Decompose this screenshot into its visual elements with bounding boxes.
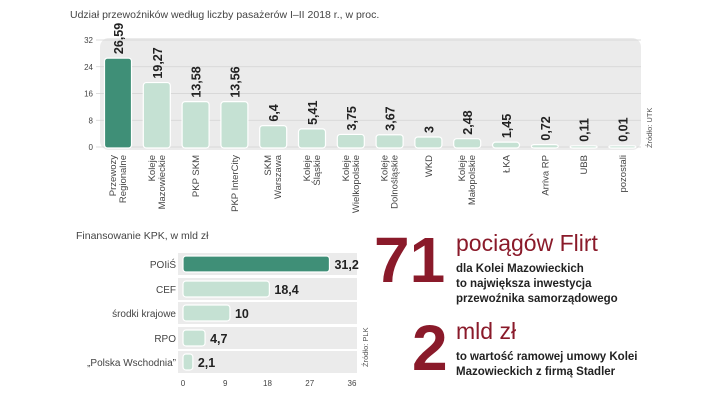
category-label: Dolnośląskie bbox=[390, 155, 401, 209]
data-label: 3 bbox=[422, 126, 436, 133]
data-label: 3,67 bbox=[384, 106, 398, 130]
highlight-description-flirt: dla Kolei Mazowieckich to największa inw… bbox=[456, 262, 618, 307]
y-tick-label: 32 bbox=[84, 36, 93, 45]
data-label: 2,1 bbox=[198, 356, 215, 370]
highlight-headline-value: mld zł bbox=[456, 318, 517, 344]
bar bbox=[491, 141, 521, 149]
category-label: Warszawa bbox=[273, 154, 284, 199]
bar bbox=[182, 280, 270, 298]
bar bbox=[103, 57, 133, 149]
bar bbox=[569, 145, 598, 149]
category-label: Małopolskie bbox=[467, 155, 478, 205]
highlight-number-flirt: 71 bbox=[374, 224, 446, 296]
bar bbox=[182, 255, 331, 273]
highlight-line: Mazowieckich z firmą Stadler bbox=[456, 366, 616, 378]
highlight-headline-flirt: pociągów Flirt bbox=[456, 230, 598, 256]
highlight-line: przewoźnika samorządowego bbox=[456, 293, 618, 305]
category-label: „Polska Wschodnia” bbox=[87, 358, 176, 369]
row-background bbox=[178, 351, 357, 373]
bar bbox=[530, 143, 559, 149]
category-label: WKD bbox=[424, 155, 435, 177]
bar bbox=[375, 134, 404, 149]
y-tick-label: 8 bbox=[89, 116, 94, 125]
bar bbox=[142, 81, 171, 149]
highlight-line: to największa inwestycja bbox=[456, 278, 592, 290]
data-label: 2,48 bbox=[461, 110, 475, 134]
data-label: 26,59 bbox=[112, 23, 126, 54]
x-tick-label: 36 bbox=[348, 379, 357, 388]
highlight-description-value: to wartość ramowej umowy Kolei Mazowieck… bbox=[456, 350, 637, 380]
data-label: 0,01 bbox=[616, 117, 630, 141]
category-label: Koleje bbox=[147, 155, 158, 181]
bar bbox=[181, 100, 210, 149]
data-label: 13,56 bbox=[228, 66, 242, 97]
category-label: CEF bbox=[156, 285, 176, 296]
source-note: Źródło: PLK bbox=[361, 327, 370, 367]
data-label: 0,11 bbox=[578, 118, 592, 142]
data-label: 31,2 bbox=[334, 258, 358, 272]
x-tick-label: 27 bbox=[305, 379, 314, 388]
chart2-title: Finansowanie KPK, w mld zł bbox=[76, 230, 209, 242]
highlight-line: to wartość ramowej umowy Kolei bbox=[456, 351, 638, 363]
category-label: ŁKA bbox=[502, 154, 513, 173]
y-tick-label: 24 bbox=[84, 63, 93, 72]
chart1-title: Udział przewoźników według liczby pasaże… bbox=[70, 9, 380, 21]
x-tick-label: 18 bbox=[263, 379, 272, 388]
category-label: środki krajowe bbox=[112, 309, 176, 320]
data-label: 6,4 bbox=[267, 104, 281, 121]
bar bbox=[220, 101, 249, 149]
bar bbox=[182, 304, 231, 322]
bar bbox=[182, 329, 206, 347]
bar bbox=[608, 145, 637, 149]
category-label: Śląskie bbox=[311, 155, 323, 186]
category-label: SKM bbox=[263, 155, 274, 176]
category-label: Koleje bbox=[380, 155, 391, 181]
data-label: 3,75 bbox=[345, 106, 359, 130]
category-label: Koleje bbox=[302, 155, 313, 181]
data-label: 5,41 bbox=[306, 101, 320, 125]
bar bbox=[453, 138, 482, 149]
source-note: Źródło: UTK bbox=[645, 108, 654, 148]
x-tick-label: 9 bbox=[223, 379, 228, 388]
bar bbox=[182, 353, 194, 371]
data-label: 1,45 bbox=[500, 114, 514, 138]
y-tick-label: 0 bbox=[89, 143, 94, 152]
category-label: Koleje bbox=[341, 155, 352, 181]
data-label: 19,27 bbox=[151, 47, 165, 78]
category-label: Wielkopolskie bbox=[351, 155, 362, 213]
category-label: Arriva RP bbox=[540, 155, 551, 196]
bar bbox=[297, 128, 327, 149]
data-label: 10 bbox=[235, 307, 249, 321]
bar bbox=[336, 133, 365, 149]
x-tick-label: 0 bbox=[181, 379, 186, 388]
y-tick-label: 16 bbox=[84, 90, 93, 99]
category-label: POIiŚ bbox=[150, 258, 176, 271]
data-label: 4,7 bbox=[210, 332, 227, 346]
category-label: PKP InterCity bbox=[230, 155, 241, 212]
highlight-line: dla Kolei Mazowieckich bbox=[456, 263, 584, 275]
category-label: Regionalne bbox=[118, 155, 129, 203]
category-label: Koleje bbox=[457, 155, 468, 181]
category-label: RPO bbox=[154, 334, 176, 345]
highlight-number-value: 2 bbox=[412, 312, 448, 384]
bar bbox=[259, 124, 288, 149]
data-label: 13,58 bbox=[190, 66, 204, 97]
category-label: Mazowieckie bbox=[157, 155, 168, 209]
row-background bbox=[178, 327, 357, 349]
data-label: 0,72 bbox=[539, 116, 553, 140]
data-label: 18,4 bbox=[274, 283, 298, 297]
bar bbox=[414, 136, 443, 149]
category-label: pozostali bbox=[618, 155, 629, 193]
category-label: PKP SKM bbox=[191, 155, 202, 197]
category-label: UBB bbox=[579, 155, 590, 175]
category-label: Przewozy bbox=[108, 155, 119, 196]
